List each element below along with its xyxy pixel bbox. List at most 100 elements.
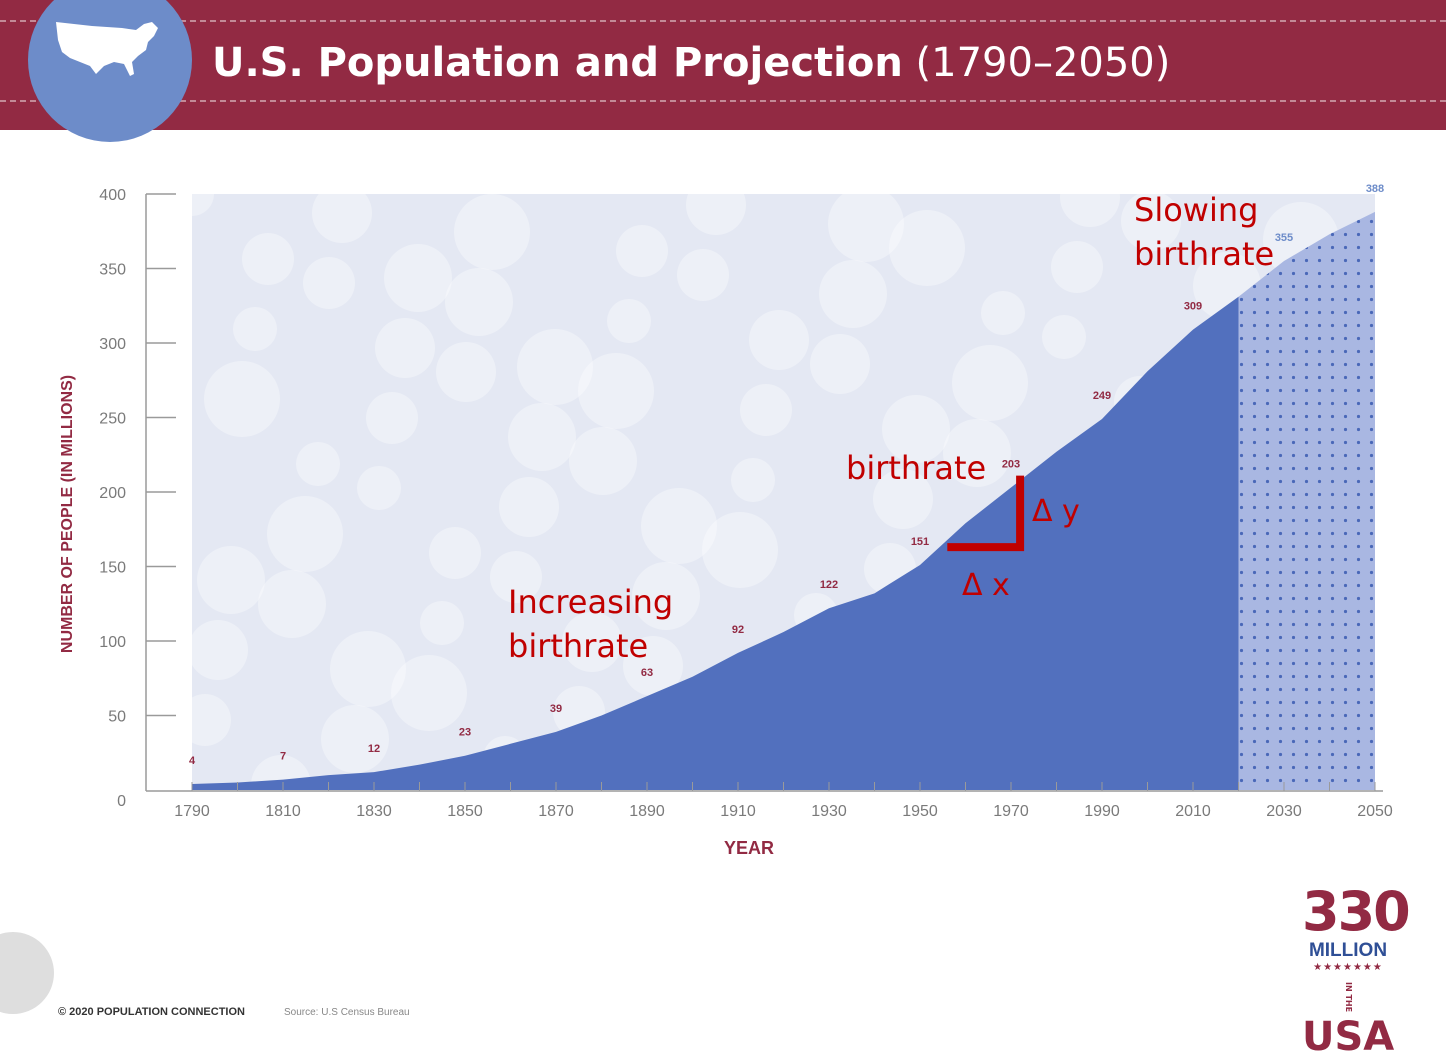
crowd-head [889,210,965,286]
y-tick-label: 0 [117,793,126,810]
crowd-head [170,172,214,216]
annotation-slowing-line1: Slowing [1134,191,1259,229]
crowd-head [873,469,933,529]
logo-stars-icon: ★★★★★★★ [1313,962,1383,973]
crowd-head [204,361,280,437]
crowd-head [819,260,887,328]
logo-number: 330 [1302,880,1411,943]
usa-map-icon [56,22,158,76]
x-tick-label: 1950 [902,803,938,820]
crowd-head [569,427,637,495]
logo-in-the: IN THE [1344,981,1353,1013]
brand-logo: 330 MILLION ★★★★★★★ IN THEUSA [1302,880,1411,1060]
axes: 0 50 100 150 200 250 300 350 400 1790 1810 1830 1850… [99,187,1393,820]
x-tick-label: 1790 [174,803,210,820]
data-label: 4 [189,755,196,767]
annotation-birthrate: birthrate [846,449,987,487]
y-axis-label: NUMBER OF PEOPLE (IN MILLIONS) [59,375,76,653]
annotation-increasing: Increasing birthrate [508,580,673,668]
crowd-head [623,636,683,696]
data-label: 249 [1093,390,1111,402]
delta-marker [947,475,1025,552]
crowd-head [375,318,435,378]
crowd-head [321,705,389,773]
camera-lens-icon[interactable] [0,932,54,1014]
logo-country: USA [1302,1014,1395,1060]
crowd-head [616,225,668,277]
crowd-head [607,299,651,343]
crowd-head [179,694,231,746]
crowd-head [882,395,950,463]
crowd-head [312,183,372,243]
crowd-head [943,419,1011,487]
crowd-head [1051,241,1103,293]
x-tick-label: 1990 [1084,803,1120,820]
crowd-head [330,631,406,707]
x-axis-label: YEAR [724,838,774,858]
data-label: 39 [550,703,562,715]
crowd-head [952,345,1028,421]
crowd-head [188,620,248,680]
x-tick-label: 1830 [356,803,392,820]
crowd-head [632,562,700,630]
projection-dots [1238,211,1375,790]
y-tick-label: 300 [99,336,126,353]
x-tick-label: 2010 [1175,803,1211,820]
crowd-head [303,257,355,309]
x-tick-label: 1910 [720,803,756,820]
crowd-head [981,291,1025,335]
crowd-head [517,329,593,405]
crowd-head [384,244,452,312]
y-tick-label: 100 [99,634,126,651]
data-labels: 4 7 12 23 39 63 92 122 151 203 249 309 355 388 [189,183,1384,767]
x-tick-label: 1810 [265,803,301,820]
crowd-head [749,310,809,370]
crowd-head [454,194,530,270]
footer-copyright: © 2020 POPULATION CONNECTION [58,1006,245,1018]
crowd-head [445,268,513,336]
y-tick-label: 200 [99,485,126,502]
crowd-head [641,488,717,564]
crowd-head [197,546,265,614]
x-tick-label: 1870 [538,803,574,820]
crowd-head [233,307,277,351]
footer-source: Source: U.S Census Bureau [284,1007,410,1018]
data-label: 7 [280,751,286,763]
crowd-head [267,496,343,572]
page-title: U.S. Population and Projection (1790–205… [212,40,1170,86]
y-tick-label: 150 [99,560,126,577]
crowd-head [562,612,622,672]
crowd-head [296,442,340,486]
crowd-head [810,334,870,394]
data-label: 355 [1275,232,1293,244]
data-label: 63 [641,667,653,679]
crowd-head [731,458,775,502]
header-dashed-line-top [0,20,1446,22]
crowd-head [258,570,326,638]
data-label: 92 [732,624,744,636]
crowd-head [420,601,464,645]
annotation-increasing-line1: Increasing [508,583,674,621]
data-label: 309 [1184,301,1202,313]
title-range: (1790–2050) [915,40,1171,86]
crowd-head [1121,191,1181,251]
crowd-head [366,392,418,444]
x-tick-label: 1850 [447,803,483,820]
crowd-head [499,477,559,537]
data-label: 122 [820,579,838,591]
data-label: 151 [911,536,929,548]
data-label: 203 [1002,459,1020,471]
historical-area [192,296,1239,790]
x-tick-label: 2030 [1266,803,1302,820]
x-tick-label: 1890 [629,803,665,820]
y-tick-label: 250 [99,411,126,428]
title-bold: U.S. Population and Projection [212,40,903,86]
crowd-head [1060,167,1120,227]
crowd-head [677,249,729,301]
crowd-head [686,175,746,235]
crowd-head [578,353,654,429]
data-label: 388 [1366,183,1384,195]
crowd-head [702,512,778,588]
crowd-head [828,186,904,262]
logo-million: MILLION [1308,940,1388,961]
